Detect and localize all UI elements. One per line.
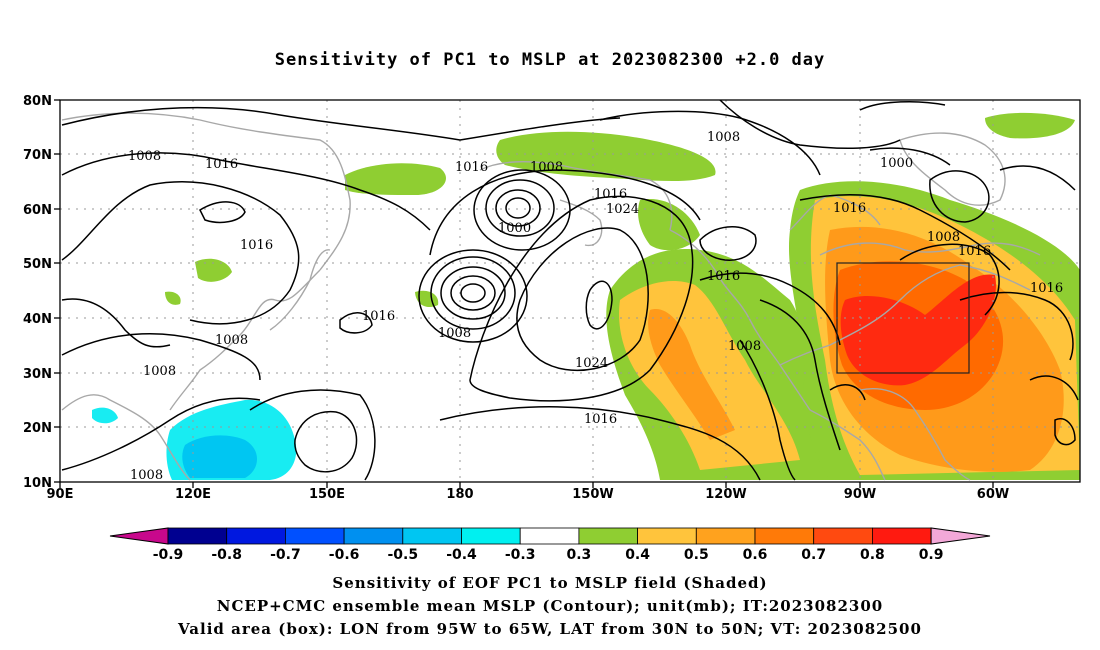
shade-orange-westcoast [648,309,735,440]
contour-label: 1016 [1030,281,1063,296]
colorbar-label: -0.3 [505,547,536,563]
colorbar-low-arrow [109,527,169,545]
valid-area-box [836,262,970,374]
lon-tick-label: 90W [844,487,876,502]
colorbar-label: 0.5 [684,547,709,563]
shade-green-greenland [985,112,1075,139]
lon-tick-label: 120E [175,487,211,502]
colorbar-segment [167,527,228,545]
colorbar-segment [872,527,932,545]
colorbar-segment [226,527,286,545]
shade-green-small2 [165,291,181,305]
colorbar-segment [813,527,873,545]
lon-tick-label: 180 [446,487,473,502]
colorbar-label: 0.8 [860,547,885,563]
footer-line-contour: NCEP+CMC ensemble mean MSLP (Contour); u… [216,597,884,615]
contour-label: 1008 [927,230,960,245]
colorbar-label: 0.3 [566,547,591,563]
contour-label-layer: 1008 1016 1016 1008 1000 1016 1024 1008 … [128,130,1063,483]
colorbar-segment [754,527,815,545]
colorbar-high-arrow [930,527,991,545]
shade-green-siberia [345,163,446,195]
contour-label: 1008 [128,149,161,164]
page-title: Sensitivity of PC1 to MSLP at 2023082300… [274,50,826,70]
lon-tick-label: 150E [309,487,345,502]
colorbar-label: -0.8 [211,547,242,563]
footer-line-shading: Sensitivity of EOF PC1 to MSLP field (Sh… [332,574,768,592]
lon-axis-labels: 90E 120E 150E 180 150W 120W 90W 60W [47,487,1010,502]
contour-label: 1016 [833,201,866,216]
colorbar: -0.9 -0.8 -0.7 -0.6 -0.5 -0.4 -0.3 0.3 0.4 0.5 0.6… [109,527,991,563]
colorbar-segment [284,527,345,545]
colorbar-label: -0.6 [329,547,360,563]
colorbar-label: 0.7 [801,547,826,563]
lon-tick-label: 120W [705,487,746,502]
contour-label: 1024 [575,356,608,371]
contour-label: 1024 [606,202,639,217]
contour-label: 1016 [584,412,617,427]
lat-tick-label: 20N [23,421,52,436]
colorbar-segment [637,527,697,545]
shade-cyan-small [92,407,118,424]
colorbar-segment [578,527,639,545]
colorbar-label: 0.4 [625,547,650,563]
footer-line-valid-area: Valid area (box): LON from 95W to 65W, L… [178,620,922,638]
lat-tick-label: 80N [23,94,52,109]
lon-tick-label: 90E [47,487,74,502]
colorbar-label: -0.5 [387,547,418,563]
contour-label: 1016 [958,244,991,259]
colorbar-label: -0.7 [270,547,301,563]
lat-axis-labels: 80N 70N 60N 50N 40N 30N 20N 10N [23,94,52,491]
lat-tick-label: 30N [23,367,52,382]
lat-tick-label: 40N [23,312,52,327]
contour-label: 1008 [130,468,163,483]
mslp-contours [61,99,1079,481]
colorbar-segment [343,527,404,545]
lat-tick-label: 60N [23,203,52,218]
contour-label: 1016 [707,269,740,284]
colorbar-segment [402,527,462,545]
contour-label: 1000 [880,156,913,171]
colorbar-segment [519,527,580,545]
axis-ticks [54,99,994,488]
contour-label: 1016 [594,187,627,202]
colorbar-segment [461,527,521,545]
contour-label: 1008 [143,364,176,379]
contour-label: 1000 [498,221,531,236]
shade-green-alaska [638,199,700,251]
contour-label: 1016 [205,157,238,172]
lon-tick-label: 60W [977,487,1009,502]
contour-label: 1016 [240,238,273,253]
contour-label: 1016 [455,160,488,175]
colorbar-label: 0.6 [743,547,768,563]
shade-lightblue-wpac [182,435,258,478]
contour-label: 1008 [728,339,761,354]
lon-tick-label: 150W [572,487,613,502]
contour-label: 1008 [438,326,471,341]
lat-tick-label: 10N [23,476,52,491]
contour-label: 1008 [707,130,740,145]
contour-label: 1008 [530,160,563,175]
plot-frame [59,99,1081,483]
colorbar-label: -0.9 [153,547,184,563]
colorbar-segment [695,527,756,545]
lat-tick-label: 50N [23,257,52,272]
contour-label: 1016 [362,309,395,324]
shade-green-arctic [496,131,716,182]
colorbar-label: 0.9 [919,547,944,563]
colorbar-label: -0.4 [446,547,477,563]
shade-red-core [840,274,996,386]
shade-green-kamchatka [195,258,232,282]
lat-tick-label: 70N [23,148,52,163]
contour-label: 1008 [215,333,248,348]
